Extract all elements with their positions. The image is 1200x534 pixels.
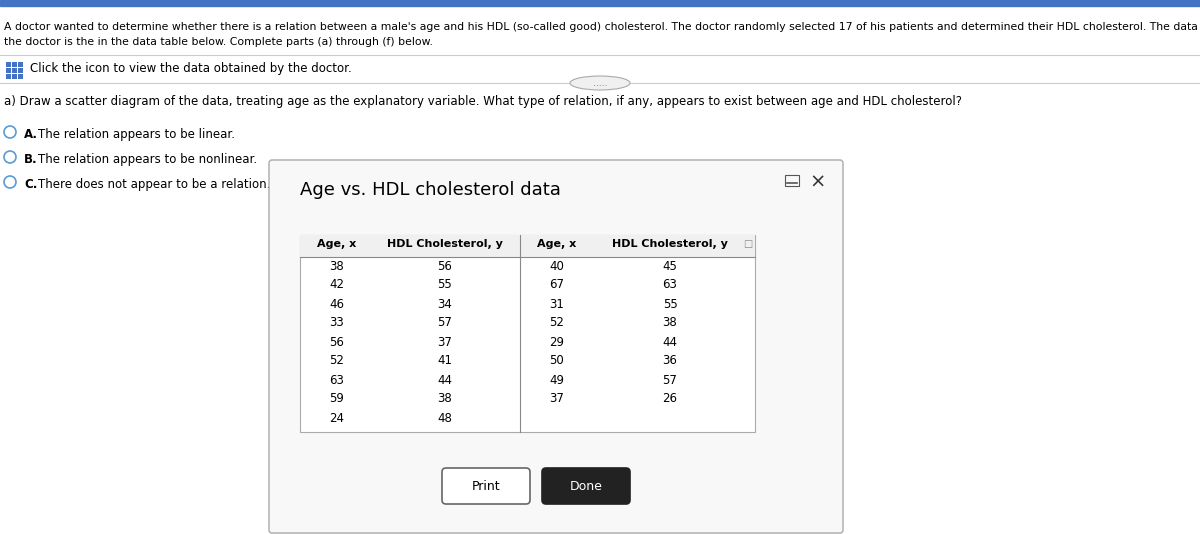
Text: 42: 42 (330, 279, 344, 292)
Text: 67: 67 (550, 279, 564, 292)
Bar (18, 74, 23, 79)
Text: the doctor is the in the data table below. Complete parts (a) through (f) below.: the doctor is the in the data table belo… (4, 37, 433, 47)
Text: 38: 38 (330, 260, 344, 272)
Text: 44: 44 (662, 335, 678, 349)
Text: Age vs. HDL cholesterol data: Age vs. HDL cholesterol data (300, 181, 560, 199)
Text: 63: 63 (330, 373, 344, 387)
Bar (6, 74, 11, 79)
Text: 52: 52 (330, 355, 344, 367)
Bar (0, 0, 1200, 6)
Text: 45: 45 (662, 260, 678, 272)
Text: Click the icon to view the data obtained by the doctor.: Click the icon to view the data obtained… (30, 62, 352, 75)
Text: 59: 59 (330, 392, 344, 405)
Text: 63: 63 (662, 279, 678, 292)
Text: 55: 55 (662, 297, 677, 310)
Text: HDL Cholesterol, y: HDL Cholesterol, y (612, 239, 728, 249)
Text: 34: 34 (438, 297, 452, 310)
Text: 57: 57 (438, 317, 452, 329)
Text: 29: 29 (550, 335, 564, 349)
Text: Done: Done (570, 480, 602, 492)
Text: Age, x: Age, x (317, 239, 356, 249)
Text: ×: × (810, 173, 826, 192)
Text: HDL Cholesterol, y: HDL Cholesterol, y (388, 239, 503, 249)
Bar (12, 68, 17, 73)
Text: C.: C. (24, 178, 37, 191)
Text: 44: 44 (438, 373, 452, 387)
Text: 57: 57 (662, 373, 678, 387)
Text: 49: 49 (550, 373, 564, 387)
Text: a) Draw a scatter diagram of the data, treating age as the explanatory variable.: a) Draw a scatter diagram of the data, t… (4, 95, 962, 108)
Text: 24: 24 (330, 412, 344, 425)
Text: 41: 41 (438, 355, 452, 367)
FancyBboxPatch shape (269, 160, 842, 533)
Bar (12, 62, 17, 67)
FancyBboxPatch shape (542, 468, 630, 504)
Text: 40: 40 (550, 260, 564, 272)
Bar (12, 74, 17, 79)
Bar (6, 68, 11, 73)
Text: 37: 37 (438, 335, 452, 349)
Text: .....: ..... (593, 78, 607, 88)
Text: 55: 55 (438, 279, 452, 292)
Text: 26: 26 (662, 392, 678, 405)
Bar (300, 235, 755, 432)
Text: □: □ (743, 239, 752, 249)
Text: Age, x: Age, x (538, 239, 577, 249)
Text: A.: A. (24, 128, 38, 141)
Text: 37: 37 (550, 392, 564, 405)
Text: 38: 38 (662, 317, 677, 329)
FancyBboxPatch shape (442, 468, 530, 504)
Text: The relation appears to be nonlinear.: The relation appears to be nonlinear. (38, 153, 257, 166)
Text: 56: 56 (330, 335, 344, 349)
Bar (6, 62, 11, 67)
Text: There does not appear to be a relation.: There does not appear to be a relation. (38, 178, 270, 191)
Text: 36: 36 (662, 355, 678, 367)
Bar (785, 175, 799, 186)
Text: 38: 38 (438, 392, 452, 405)
Text: 48: 48 (438, 412, 452, 425)
Text: The relation appears to be linear.: The relation appears to be linear. (38, 128, 235, 141)
Text: 31: 31 (550, 297, 564, 310)
Text: 46: 46 (330, 297, 344, 310)
Bar (18, 62, 23, 67)
Bar (300, 235, 755, 257)
Text: Print: Print (472, 480, 500, 492)
Text: 50: 50 (550, 355, 564, 367)
Text: 33: 33 (330, 317, 344, 329)
Text: B.: B. (24, 153, 37, 166)
Text: 52: 52 (550, 317, 564, 329)
Ellipse shape (570, 76, 630, 90)
Text: 56: 56 (438, 260, 452, 272)
Bar (18, 68, 23, 73)
Text: A doctor wanted to determine whether there is a relation between a male's age an: A doctor wanted to determine whether the… (4, 22, 1200, 32)
